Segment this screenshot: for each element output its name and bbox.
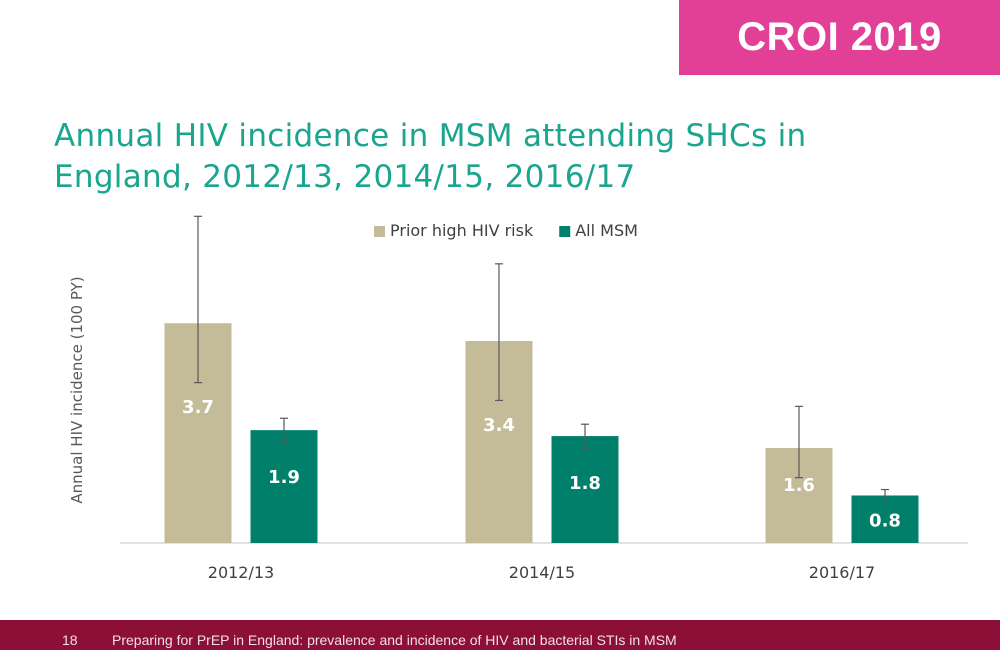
data-label-0-0: 3.7 [182, 397, 214, 418]
legend-label-1: All MSM [575, 221, 638, 240]
data-label-1-2: 0.8 [869, 510, 901, 531]
y-axis-label: Annual HIV incidence (100 PY) [68, 276, 86, 503]
slide-title-line-2: England, 2012/13, 2014/15, 2016/17 [54, 159, 636, 195]
legend-swatch-0 [374, 226, 385, 237]
bar-1-2 [851, 495, 919, 543]
x-tick-label-1: 2014/15 [509, 563, 575, 582]
bar-1-1 [551, 436, 619, 543]
footer-text: Preparing for PrEP in England: prevalenc… [112, 632, 677, 648]
legend-label-0: Prior high HIV risk [390, 221, 534, 240]
data-label-0-1: 3.4 [483, 415, 515, 436]
legend-swatch-1 [559, 226, 571, 237]
footer-bar: 18 Preparing for PrEP in England: preval… [0, 620, 1000, 650]
slide-number: 18 [62, 632, 78, 648]
incidence-bar-chart: Annual HIV incidence (100 PY) Prior high … [68, 215, 968, 582]
data-label-1-1: 1.8 [569, 473, 601, 494]
x-tick-label-2: 2016/17 [809, 563, 875, 582]
bar-1-0 [250, 430, 318, 543]
conference-badge-text: CROI 2019 [737, 15, 942, 59]
slide-title: Annual HIV incidence in MSM attending SH… [54, 116, 934, 198]
data-label-1-0: 1.9 [268, 467, 300, 488]
slide-title-line-1: Annual HIV incidence in MSM attending SH… [54, 118, 807, 154]
data-label-0-2: 1.6 [783, 475, 815, 496]
conference-badge: CROI 2019 [679, 0, 1000, 75]
x-tick-label-0: 2012/13 [208, 563, 274, 582]
